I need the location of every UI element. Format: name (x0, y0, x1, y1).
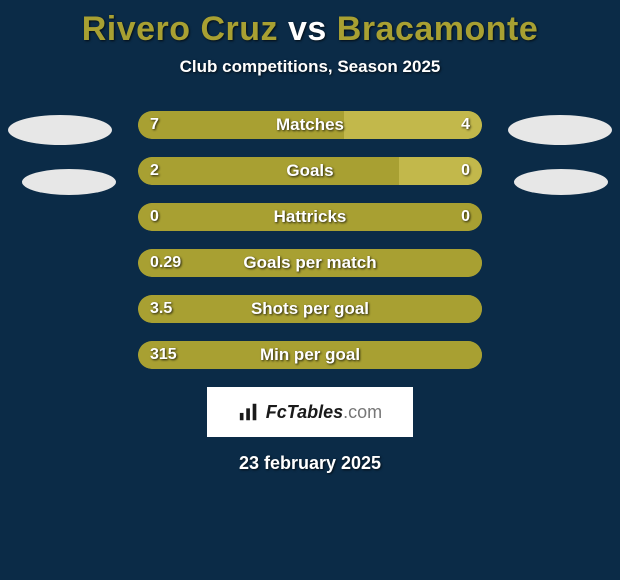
comparison-infographic: Rivero Cruz vs Bracamonte Club competiti… (0, 0, 620, 580)
logo-box: FcTables.com (207, 387, 413, 437)
bar-value-left: 0.29 (150, 249, 181, 277)
title-vs: vs (288, 10, 327, 48)
bar-value-left: 2 (150, 157, 159, 185)
bar-label: Shots per goal (138, 295, 482, 323)
title-player1: Rivero Cruz (82, 10, 278, 48)
bar-value-left: 3.5 (150, 295, 172, 323)
page-title: Rivero Cruz vs Bracamonte (0, 0, 620, 49)
stat-row: Min per goal315 (138, 341, 482, 369)
date-text: 23 february 2025 (0, 453, 620, 474)
stats-area: Matches74Goals20Hattricks00Goals per mat… (0, 111, 620, 474)
stat-row: Goals per match0.29 (138, 249, 482, 277)
bar-label: Matches (138, 111, 482, 139)
logo-text: FcTables.com (266, 402, 382, 423)
bar-label: Hattricks (138, 203, 482, 231)
title-player2: Bracamonte (337, 10, 539, 48)
bar-label: Min per goal (138, 341, 482, 369)
subtitle: Club competitions, Season 2025 (0, 57, 620, 77)
bar-chart-icon (238, 401, 260, 423)
decor-oval-left-2 (22, 169, 116, 195)
bar-value-right: 0 (461, 157, 470, 185)
stat-bars: Matches74Goals20Hattricks00Goals per mat… (138, 111, 482, 369)
logo-suffix: .com (343, 402, 382, 422)
bar-value-right: 4 (461, 111, 470, 139)
logo-main: FcTables (266, 402, 343, 422)
stat-row: Shots per goal3.5 (138, 295, 482, 323)
stat-row: Matches7 4 (138, 111, 482, 139)
bar-value-left: 315 (150, 341, 177, 369)
bar-label: Goals per match (138, 249, 482, 277)
bar-value-right: 0 (461, 203, 470, 231)
stat-row: Hattricks0 0 (138, 203, 482, 231)
decor-oval-left-1 (8, 115, 112, 145)
stat-row: Goals2 0 (138, 157, 482, 185)
bar-value-left: 7 (150, 111, 159, 139)
decor-oval-right-1 (508, 115, 612, 145)
bar-label: Goals (138, 157, 482, 185)
bar-value-left: 0 (150, 203, 159, 231)
decor-oval-right-2 (514, 169, 608, 195)
